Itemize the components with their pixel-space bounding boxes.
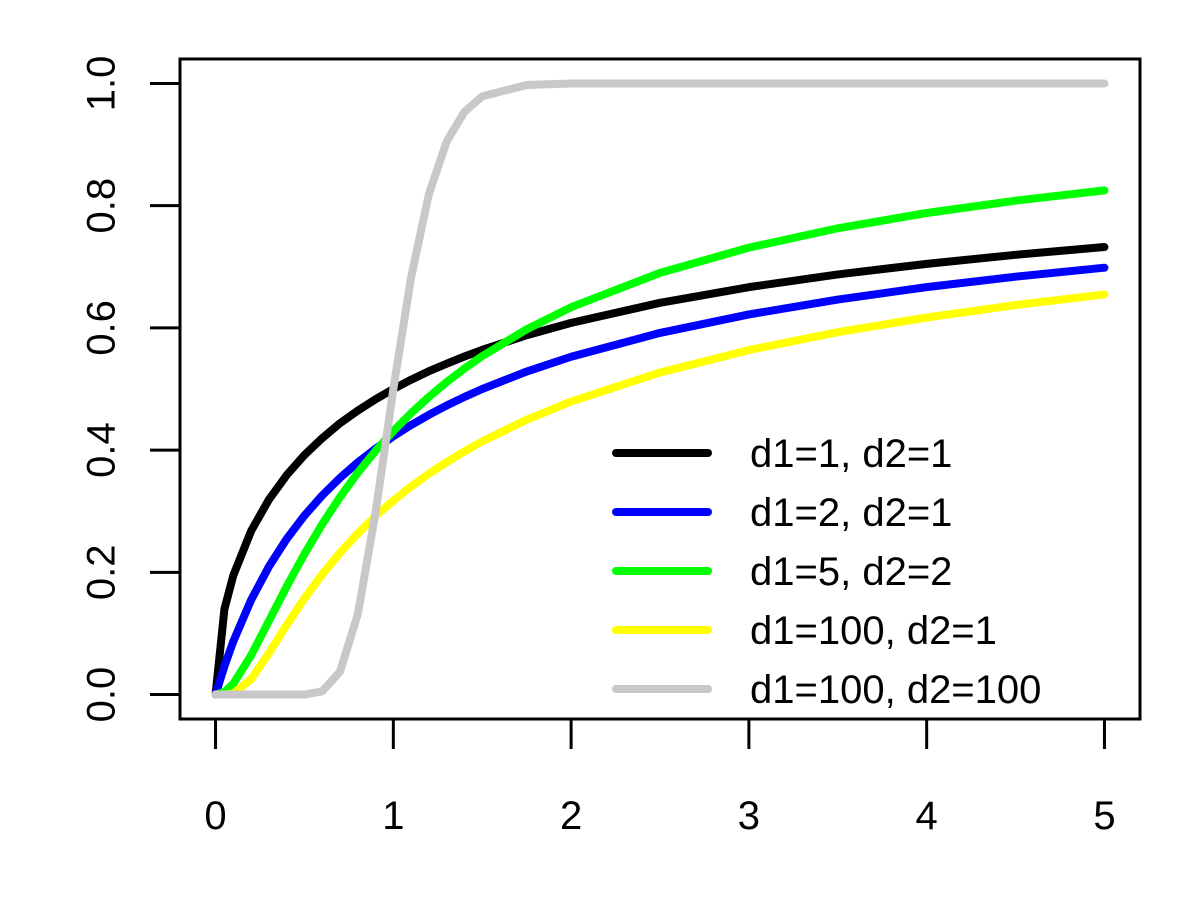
y-tick-label: 0.6 (80, 300, 124, 356)
x-tick-label: 2 (560, 794, 582, 838)
series-line (211, 79, 1109, 699)
y-tick-label: 0.2 (80, 545, 124, 601)
series-line (211, 186, 1109, 699)
y-tick-label: 0.4 (80, 422, 124, 478)
legend-label: d1=1, d2=1 (750, 432, 952, 476)
y-tick-label: 1.0 (80, 56, 124, 112)
x-tick-label: 3 (738, 794, 760, 838)
y-tick-label: 0.8 (80, 178, 124, 234)
x-tick-label: 5 (1093, 794, 1115, 838)
plot-frame (178, 57, 1142, 721)
legend-label: d1=100, d2=1 (750, 609, 997, 653)
legend-label: d1=5, d2=2 (750, 550, 952, 594)
x-tick-label: 0 (204, 794, 226, 838)
x-tick-label: 4 (916, 794, 938, 838)
x-tick-label: 1 (382, 794, 404, 838)
legend-label: d1=2, d2=1 (750, 491, 952, 535)
series-line (211, 243, 1109, 699)
legend-label: d1=100, d2=100 (750, 668, 1041, 712)
series-line (211, 263, 1109, 699)
series-line (211, 290, 1109, 699)
y-tick-label: 0.0 (80, 667, 124, 723)
